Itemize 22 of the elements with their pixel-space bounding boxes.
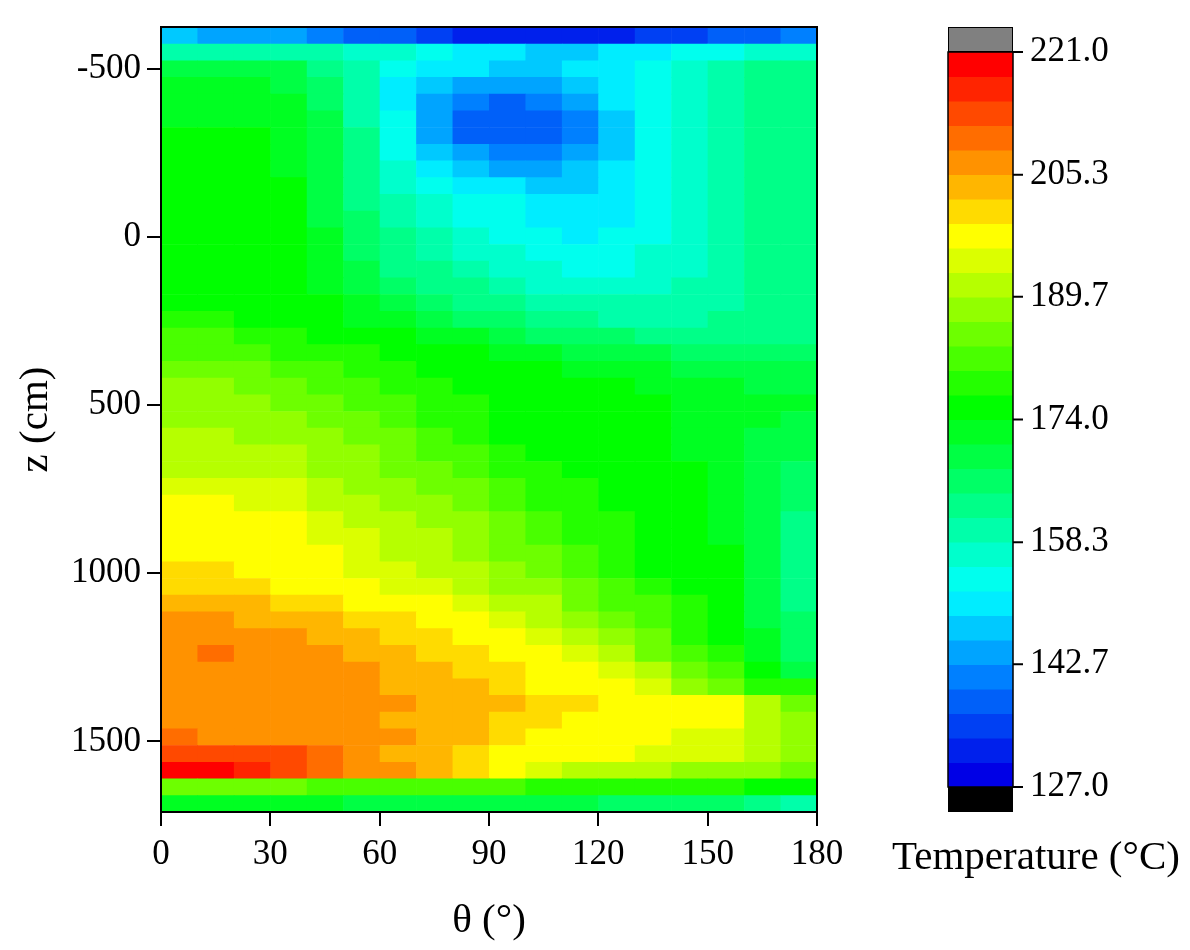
x-tick-label: 150 bbox=[681, 833, 734, 873]
x-axis-title: θ (°) bbox=[452, 895, 526, 942]
x-tick-label: 60 bbox=[362, 833, 398, 873]
x-tick-label: 120 bbox=[572, 833, 625, 873]
x-tick-label: 0 bbox=[152, 833, 170, 873]
y-tick-label: 1500 bbox=[71, 719, 141, 759]
y-tick-label: 0 bbox=[123, 215, 141, 255]
color-bar-label: 221.0 bbox=[1030, 30, 1109, 70]
y-tick-label: 500 bbox=[88, 383, 141, 423]
y-tick-label: -500 bbox=[76, 47, 141, 87]
color-bar-label: 142.7 bbox=[1030, 642, 1109, 682]
y-tick-label: 1000 bbox=[71, 551, 141, 591]
x-tick-label: 90 bbox=[471, 833, 507, 873]
color-bar-label: 174.0 bbox=[1030, 397, 1109, 437]
color-bar-label: 189.7 bbox=[1030, 274, 1109, 314]
color-bar-label: 158.3 bbox=[1030, 520, 1109, 560]
x-tick-label: 180 bbox=[790, 833, 844, 873]
color-bar-label: 205.3 bbox=[1030, 152, 1109, 192]
color-bar-title: Temperature (°C) bbox=[892, 831, 1180, 878]
x-tick-label: 30 bbox=[252, 833, 288, 873]
color-bar-label: 127.0 bbox=[1030, 765, 1109, 805]
y-axis-title: z (cm) bbox=[10, 366, 57, 473]
